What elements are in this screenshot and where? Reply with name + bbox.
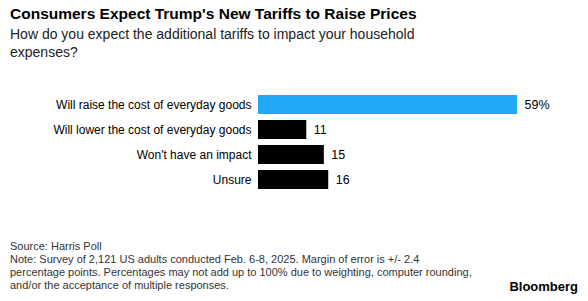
svg-text:16: 16 — [336, 173, 350, 187]
svg-text:11: 11 — [314, 123, 327, 137]
svg-text:Will lower the cost of everyda: Will lower the cost of everyday goods — [53, 123, 251, 137]
svg-text:Unsure: Unsure — [213, 173, 252, 187]
html-text:Bloomberg: Bloomberg — [509, 279, 578, 294]
svg-text:Won't have an impact: Won't have an impact — [137, 148, 252, 162]
html-text:Note: Survey of 2,121 US adult: Note: Survey of 2,121 US adults conducte… — [10, 253, 472, 291]
html-text:How do you expect the addition: How do you expect the additional tariffs… — [10, 26, 415, 60]
svg-text:Will raise the cost of everyda: Will raise the cost of everyday goods — [56, 98, 251, 112]
html-text:Consumers Expect Trump's New T: Consumers Expect Trump's New Tariffs to … — [10, 5, 417, 22]
svg-text:59%: 59% — [525, 98, 550, 112]
svg-text:15: 15 — [331, 148, 345, 162]
html-text:Source: Harris Poll: Source: Harris Poll — [10, 240, 102, 252]
